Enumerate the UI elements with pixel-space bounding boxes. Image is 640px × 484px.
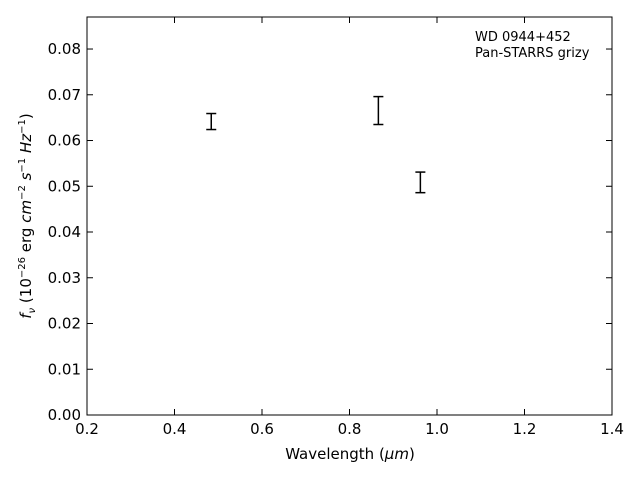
annotation-survey-name: Pan-STARRS grizy — [475, 46, 590, 61]
y-axis: 0.00 0.01 0.02 0.03 0.04 0.05 0.06 0.07 0.08 — [48, 40, 612, 424]
x-tick-label: 1.0 — [425, 420, 449, 438]
annotation-object-name: WD 0944+452 — [475, 30, 571, 45]
x-tick-label: 1.2 — [513, 420, 537, 438]
plot-area — [86, 16, 613, 416]
y-tick-label: 0.03 — [48, 269, 81, 287]
x-tick-label: 1.4 — [600, 420, 624, 438]
x-tick-label: 0.6 — [250, 420, 274, 438]
y-tick-label: 0.00 — [48, 406, 81, 424]
y-tick-label: 0.04 — [48, 223, 81, 241]
y-tick-label: 0.01 — [48, 360, 81, 378]
data-series — [206, 95, 426, 194]
plot-frame — [86, 16, 613, 416]
errorbar-point — [373, 95, 384, 126]
y-tick-label: 0.06 — [48, 132, 81, 150]
x-axis-label: Wavelength (μm) — [285, 445, 415, 463]
y-tick-label: 0.07 — [48, 86, 81, 104]
x-tick-label: 0.2 — [75, 420, 99, 438]
errorbar-point — [206, 112, 217, 131]
y-tick-label: 0.02 — [48, 315, 81, 333]
x-tick-label: 0.4 — [163, 420, 187, 438]
x-axis: 0.2 0.4 0.6 0.8 1.0 1.2 1.4 — [75, 17, 624, 438]
y-tick-label: 0.08 — [48, 40, 81, 58]
x-tick-label: 0.8 — [338, 420, 362, 438]
y-tick-label: 0.05 — [48, 177, 81, 195]
y-axis-label: fν (10−26 erg cm−2 s−1 Hz−1) — [17, 113, 38, 318]
errorbar-point — [415, 171, 426, 194]
